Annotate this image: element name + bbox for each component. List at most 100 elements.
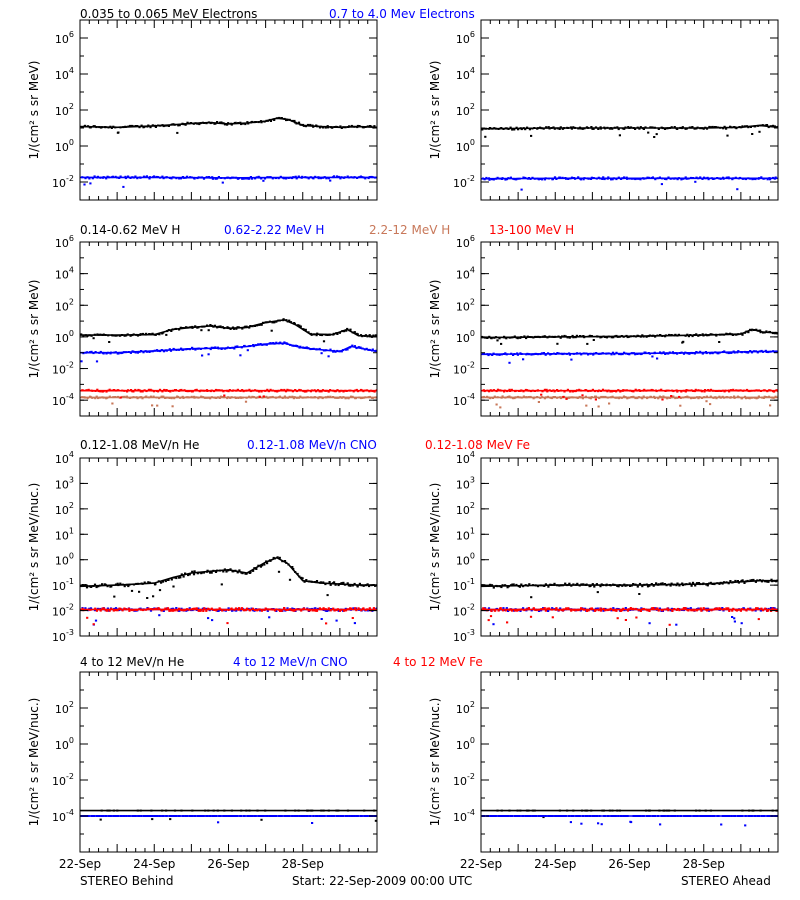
data-point: [760, 176, 763, 179]
data-point: [543, 178, 546, 181]
x-tick-label: 28-Sep: [683, 857, 725, 871]
data-point: [173, 397, 176, 400]
footer-right-label: STEREO Ahead: [681, 874, 771, 888]
data-point: [169, 818, 172, 821]
series-0: [80, 809, 377, 822]
data-point: [307, 609, 310, 612]
y-tick-label: 10-2: [453, 174, 475, 190]
data-point: [699, 350, 702, 353]
data-point: [87, 388, 90, 391]
data-point: [601, 388, 605, 391]
data-point: [188, 607, 191, 610]
data-point: [572, 126, 575, 129]
data-point: [545, 388, 548, 391]
data-point: [582, 583, 585, 586]
data-point: [622, 395, 626, 398]
data-point: [177, 124, 180, 127]
data-point: [489, 615, 493, 618]
data-point: [278, 556, 281, 559]
data-point: [141, 332, 144, 335]
data-point: [592, 609, 595, 612]
data-point: [508, 388, 511, 391]
data-point: [500, 586, 503, 589]
data-point: [754, 609, 757, 612]
data-point: [595, 583, 598, 586]
data-point: [186, 121, 189, 124]
data-point: [725, 127, 728, 130]
data-point: [268, 616, 271, 619]
data-point: [504, 178, 507, 181]
data-point: [553, 582, 556, 585]
data-point: [161, 580, 165, 583]
data-point: [371, 348, 374, 351]
data-point: [291, 566, 294, 568]
data-point: [708, 125, 711, 128]
data-point: [291, 607, 294, 610]
data-point: [350, 607, 353, 610]
y-axis-label: 1/(cm² s sr MeV): [428, 280, 442, 379]
data-point: [175, 607, 178, 609]
data-point: [623, 127, 626, 130]
data-point: [233, 347, 236, 350]
y-tick-label: 10-3: [52, 628, 74, 644]
data-point: [659, 823, 662, 826]
data-point: [273, 321, 276, 324]
series-3: [481, 388, 778, 401]
data-point: [295, 177, 298, 180]
data-point: [603, 178, 606, 181]
y-tick-label: 100: [55, 552, 74, 568]
data-point: [558, 128, 561, 130]
data-point: [337, 584, 340, 587]
data-point: [697, 607, 700, 610]
plot-frame: [79, 671, 378, 853]
data-point: [733, 620, 736, 623]
data-point: [241, 177, 244, 180]
data-point: [158, 388, 162, 391]
data-point: [718, 341, 721, 343]
data-point: [264, 607, 267, 610]
data-point: [646, 585, 650, 588]
data-point: [496, 176, 499, 179]
data-point: [283, 388, 286, 391]
data-point: [545, 126, 548, 129]
data-point: [171, 609, 175, 612]
y-tick-label: 10-2: [453, 361, 475, 377]
data-point: [723, 125, 726, 128]
data-point: [694, 584, 697, 587]
data-point: [114, 607, 118, 610]
data-point: [676, 128, 679, 130]
data-point: [300, 609, 303, 612]
data-point: [731, 616, 734, 618]
data-point: [160, 581, 163, 584]
data-point: [368, 125, 372, 127]
chart-panel-2-behind: 106 104 102 100 10-2 10-4 1/(cm² s sr MeV): [27, 234, 378, 417]
data-point: [94, 397, 97, 400]
series-line: [481, 124, 778, 130]
data-point: [197, 607, 200, 610]
data-point: [599, 609, 603, 612]
data-point: [320, 352, 323, 355]
data-point: [597, 405, 600, 408]
data-point: [517, 128, 520, 131]
data-point: [494, 609, 497, 612]
data-point: [540, 609, 543, 612]
data-point: [547, 585, 550, 588]
data-point: [235, 609, 238, 612]
data-point: [178, 576, 181, 579]
data-point: [562, 395, 565, 398]
data-point: [207, 329, 210, 332]
data-point: [349, 584, 352, 587]
x-tick-label: 26-Sep: [608, 857, 650, 871]
data-point: [546, 607, 549, 610]
data-point: [749, 579, 752, 582]
data-point: [266, 388, 269, 391]
data-point: [760, 607, 763, 610]
data-point: [528, 583, 531, 586]
data-point: [164, 580, 167, 583]
data-point: [108, 388, 111, 391]
data-point: [568, 336, 571, 339]
y-tick-label: 10-1: [453, 577, 475, 593]
data-point: [329, 583, 332, 586]
data-point: [648, 584, 651, 587]
data-point: [650, 388, 653, 391]
